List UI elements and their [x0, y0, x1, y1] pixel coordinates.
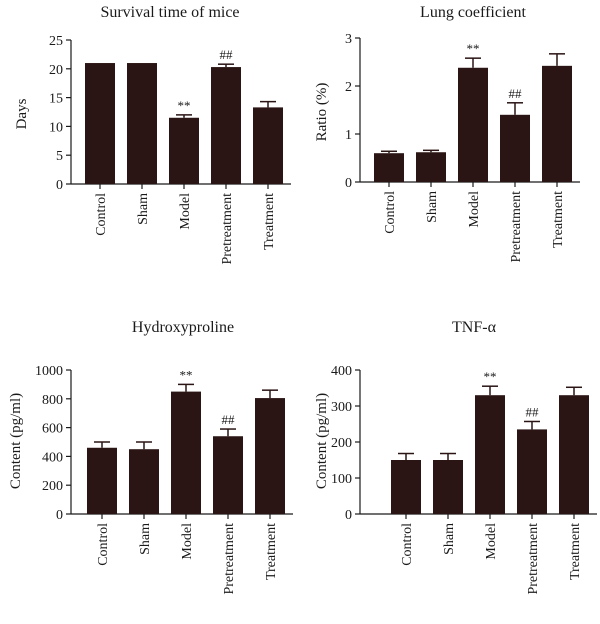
panel-hydroxyproline: Hydroxyproline Content (pg/ml) 0 200 400 60…: [8, 319, 293, 595]
x-tick-label: Sham: [136, 193, 151, 225]
y-tick-label: 15: [49, 92, 63, 107]
x-tick-label: Pretreatment: [526, 523, 541, 595]
y-tick-label: 0: [345, 176, 352, 191]
bar: [171, 391, 201, 514]
bar: [87, 447, 117, 514]
chart-title: TNF-α: [452, 319, 497, 336]
panel-tnf-alpha: TNF-α Content (pg/ml) 0 100 200 300 400 Contr…: [314, 319, 597, 595]
significance-label: ##: [526, 404, 540, 419]
significance-label: **: [467, 41, 480, 56]
y-axis-label: Ratio (%): [314, 83, 330, 142]
y-tick-label: 400: [331, 364, 352, 379]
x-tick-label: Treatment: [264, 523, 279, 580]
y-tick-label: 2: [345, 80, 352, 95]
x-tick-label: Control: [400, 523, 415, 566]
y-axis-label: Days: [14, 98, 30, 129]
y-tick-label: 20: [49, 63, 63, 78]
y-axis-label: Content (pg/ml): [8, 393, 24, 489]
x-tick-label: Sham: [425, 191, 440, 223]
y-tick-label: 25: [49, 34, 63, 49]
y-tick-label: 200: [331, 436, 352, 451]
bar: [374, 153, 404, 182]
y-tick-label: 400: [42, 450, 63, 465]
significance-label: **: [180, 367, 193, 382]
x-tick-label: Treatment: [568, 523, 583, 580]
significance-label: ##: [509, 86, 523, 101]
x-tick-label: Model: [180, 523, 195, 560]
bar: [500, 114, 530, 182]
bar: [85, 63, 115, 184]
bar: [213, 436, 243, 514]
significance-label: **: [178, 98, 191, 113]
chart-title: Hydroxyproline: [132, 319, 234, 336]
x-tick-label: Control: [96, 523, 111, 566]
bar: [211, 67, 241, 184]
y-tick-label: 3: [345, 32, 352, 47]
chart-title: Survival time of mice: [100, 4, 239, 21]
significance-label: **: [484, 369, 497, 384]
x-tick-label: Model: [484, 523, 499, 560]
y-axis-label: Content (pg/ml): [314, 393, 330, 489]
y-tick-label: 1: [345, 128, 352, 143]
panel-survival-time: Survival time of mice Days 0 5 10 15 20 25 Con…: [14, 4, 291, 265]
y-tick-label: 100: [331, 472, 352, 487]
bar: [458, 67, 488, 182]
y-tick-label: 0: [345, 508, 352, 523]
significance-label: ##: [222, 412, 236, 427]
x-tick-label: Control: [383, 191, 398, 234]
bar: [559, 395, 589, 514]
bar: [475, 395, 505, 514]
x-tick-label: Pretreatment: [220, 193, 235, 265]
y-tick-label: 5: [56, 149, 63, 164]
y-tick-label: 10: [49, 120, 63, 135]
bar: [253, 107, 283, 184]
x-tick-label: Control: [94, 193, 109, 236]
bar: [416, 152, 446, 182]
x-tick-label: Treatment: [551, 191, 566, 248]
bar: [391, 460, 421, 514]
bar: [255, 398, 285, 514]
chart-title: Lung coefficient: [420, 4, 526, 21]
panel-lung-coefficient: Lung coefficient Ratio (%) 0 1 2 3 Control Sh…: [314, 4, 580, 263]
x-tick-label: Pretreatment: [509, 191, 524, 263]
x-tick-label: Model: [467, 191, 482, 228]
y-tick-label: 300: [331, 400, 352, 415]
y-tick-label: 800: [42, 393, 63, 408]
y-tick-label: 200: [42, 479, 63, 494]
x-tick-label: Sham: [442, 523, 457, 555]
significance-label: ##: [220, 47, 234, 62]
bar: [542, 65, 572, 182]
bar: [127, 63, 157, 184]
bar: [169, 117, 199, 184]
x-tick-label: Model: [178, 193, 193, 230]
y-tick-label: 600: [42, 422, 63, 437]
x-tick-label: Sham: [138, 523, 153, 555]
bar: [129, 449, 159, 514]
bar: [517, 429, 547, 514]
y-tick-label: 1000: [35, 364, 63, 379]
y-tick-label: 0: [56, 508, 63, 523]
y-tick-label: 0: [56, 178, 63, 193]
bar: [433, 460, 463, 514]
x-tick-label: Treatment: [262, 193, 277, 250]
x-tick-label: Pretreatment: [222, 523, 237, 595]
